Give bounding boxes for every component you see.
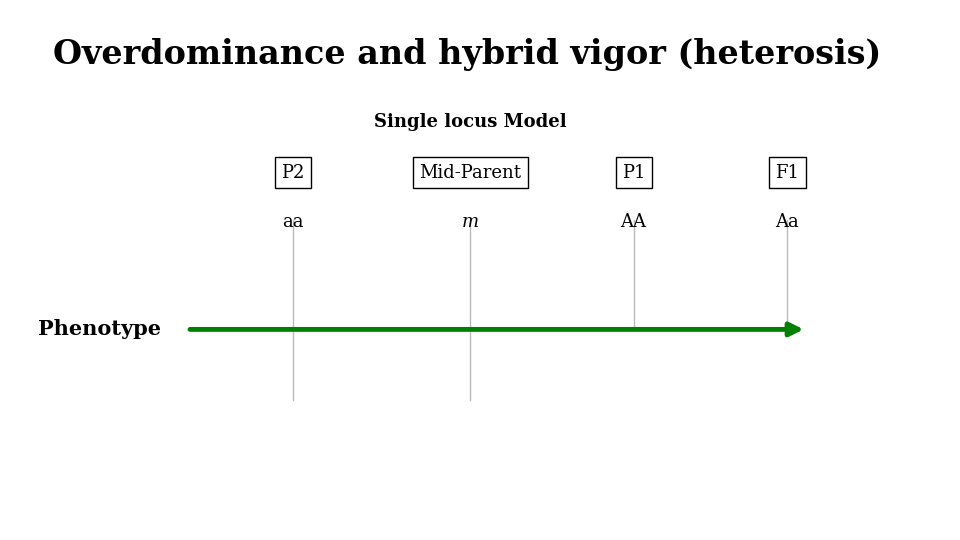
Text: AA: AA — [620, 213, 647, 231]
Text: P2: P2 — [281, 164, 304, 182]
Text: Single locus Model: Single locus Model — [374, 113, 566, 131]
Text: P1: P1 — [622, 164, 645, 182]
Text: Mid-Parent: Mid-Parent — [420, 164, 521, 182]
Text: Overdominance and hybrid vigor (heterosis): Overdominance and hybrid vigor (heterosi… — [53, 38, 881, 71]
Text: Phenotype: Phenotype — [38, 319, 161, 340]
Text: aa: aa — [282, 213, 303, 231]
Text: F1: F1 — [775, 164, 799, 182]
Text: Aa: Aa — [776, 213, 799, 231]
Text: m: m — [462, 213, 479, 231]
